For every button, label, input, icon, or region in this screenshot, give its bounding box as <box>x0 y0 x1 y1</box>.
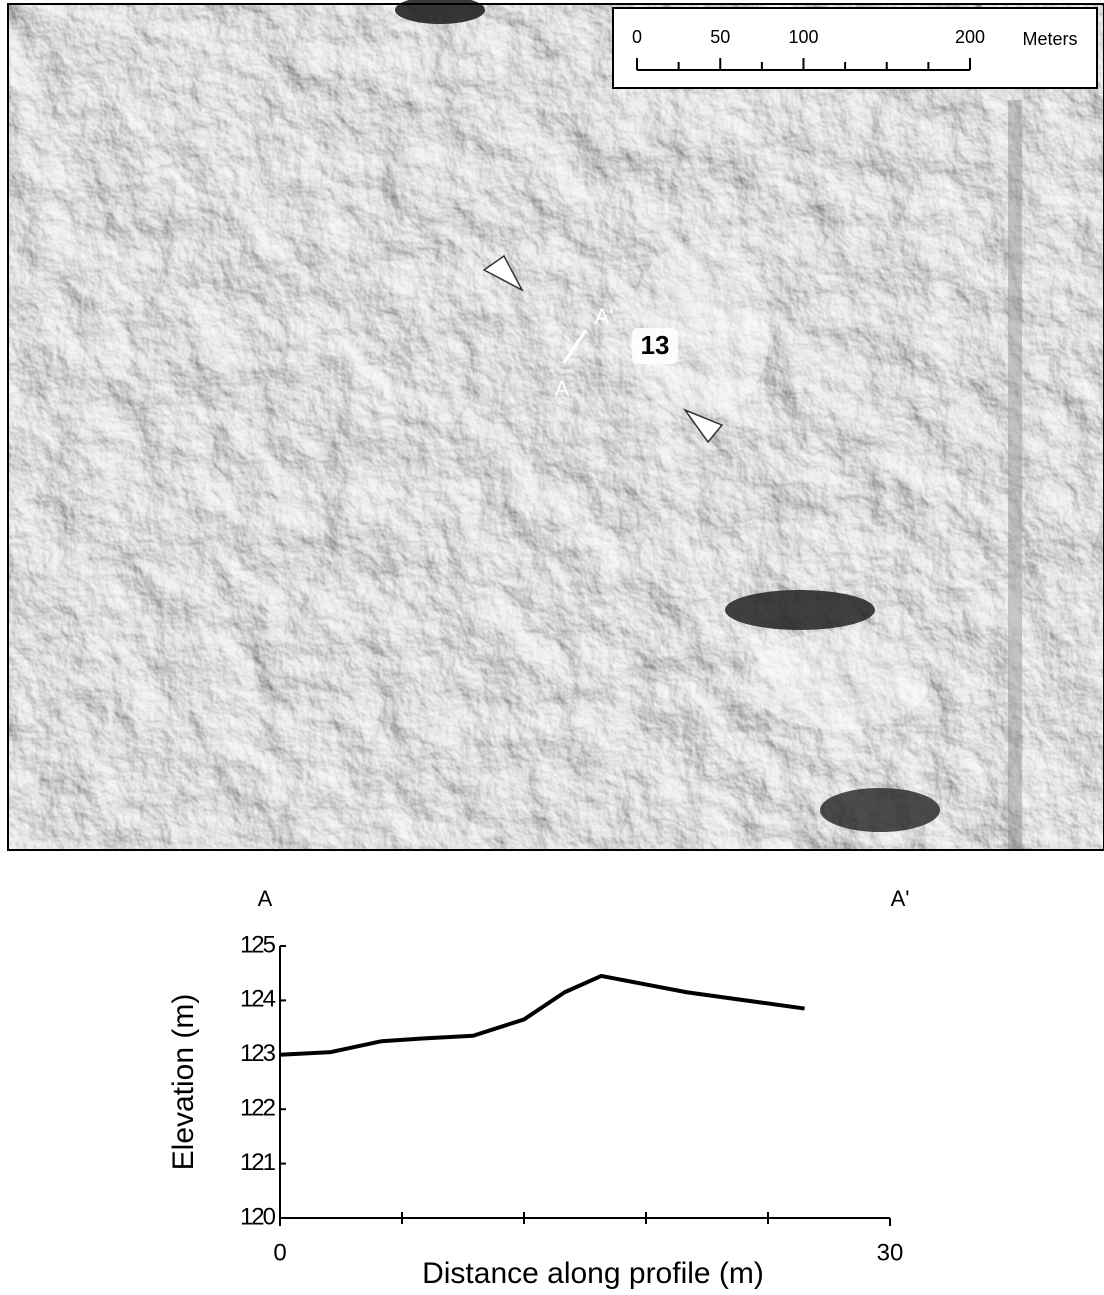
scale-tick-label: 200 <box>955 27 985 47</box>
y-tick-label: 121 <box>240 1149 276 1176</box>
y-tick-label: 123 <box>240 1040 276 1067</box>
scale-tick-label: 0 <box>632 27 642 47</box>
map-label: A <box>555 376 570 401</box>
y-tick-label: 124 <box>240 986 276 1013</box>
highlight <box>750 630 930 730</box>
shadow <box>820 788 940 832</box>
profile-line <box>280 976 805 1055</box>
terrain <box>8 4 1104 850</box>
y-tick-label: 125 <box>240 931 276 958</box>
profile-chart: A A' Elevation (m) Distance along profil… <box>167 886 910 1290</box>
figure: A' A 13 Meters 0 50 100 200 A A' Elevation … <box>0 0 1104 1295</box>
site-label: 13 <box>641 330 670 360</box>
scale-bar: Meters 0 50 100 200 <box>613 8 1097 88</box>
x-tick-label: 0 <box>273 1239 286 1266</box>
road <box>1008 100 1022 850</box>
scale-tick-label: 100 <box>788 27 818 47</box>
map-label: A' <box>595 304 614 329</box>
hillshade-map: A' A 13 Meters 0 50 100 200 <box>8 0 1104 850</box>
scale-unit: Meters <box>1022 29 1077 49</box>
y-tick-label: 120 <box>240 1203 276 1230</box>
profile-end-label: A' <box>891 886 910 911</box>
x-axis-title: Distance along profile (m) <box>422 1257 764 1290</box>
y-tick-label: 122 <box>240 1095 276 1122</box>
shadow <box>725 590 875 630</box>
y-axis-title: Elevation (m) <box>167 994 200 1171</box>
x-tick-label: 30 <box>877 1239 904 1266</box>
scale-tick-label: 50 <box>710 27 730 47</box>
profile-end-label: A <box>258 886 273 911</box>
